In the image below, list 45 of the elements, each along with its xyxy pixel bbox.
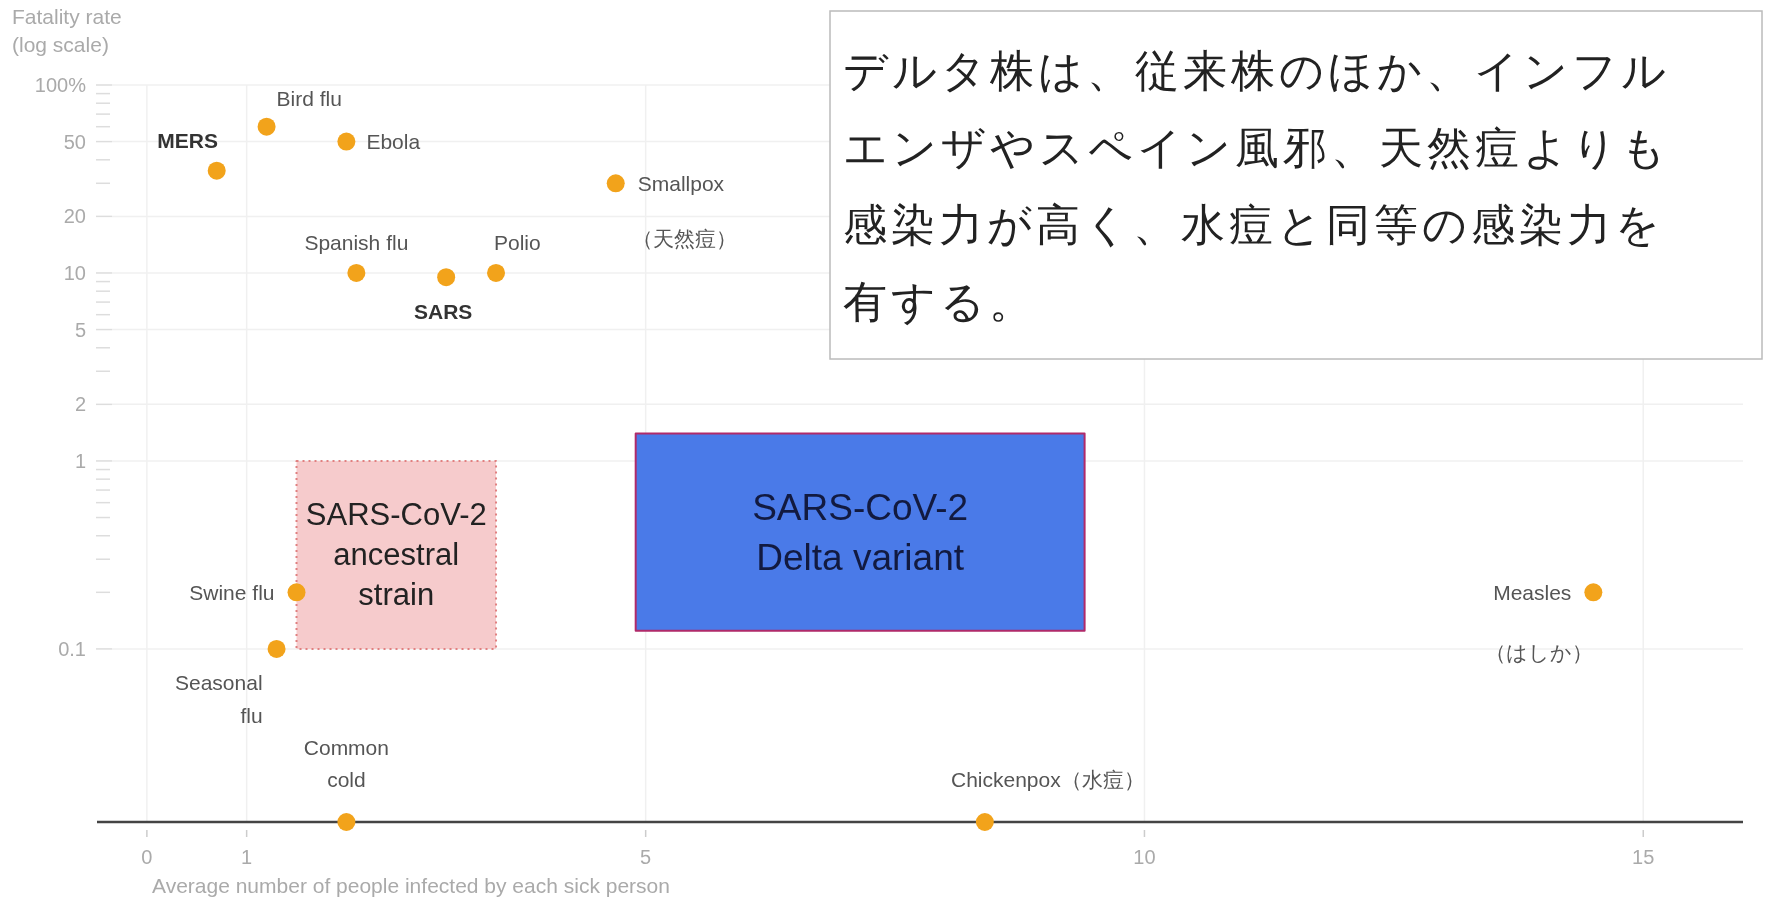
annotation: （天然痘） [631, 226, 737, 250]
annotation: Polio [494, 231, 541, 255]
point [337, 813, 356, 831]
annotation: Common cold [303, 735, 389, 791]
y-tick-label: 10 [63, 261, 86, 284]
annotation: Spanish flu [304, 231, 409, 255]
note-box: デルタ株は、従来株のほか、インフルエンザやスペイン風邪、天然痘よりも感染力が高く、水痘と同等の感染力を有する。 [829, 10, 1763, 360]
point [487, 263, 506, 282]
annotation: Ebola [366, 130, 421, 154]
point [1584, 583, 1603, 602]
point [287, 583, 306, 602]
y-tick-label: 5 [74, 318, 86, 341]
annotation: Swine flu [189, 580, 275, 604]
annotation: MERS [157, 129, 219, 153]
point [606, 174, 625, 193]
x-tick-label: 10 [1133, 846, 1156, 868]
annotation: Seasonal flu [174, 671, 263, 728]
x-axis-title: Average number of people infected by each sick person [152, 874, 670, 897]
y-tick-label: 50 [63, 130, 86, 153]
annotation: Measles [1493, 580, 1572, 604]
annotation: デルタ株は、従来株のほか、インフルエンザやスペイン風邪、天然痘よりも感染力が高く、水痘と同等の感染力を有する。 [843, 44, 1670, 327]
x-tick-label: 15 [1632, 846, 1655, 868]
point [437, 268, 456, 287]
annotation: Bird flu [276, 87, 342, 111]
x-tick-label: 5 [640, 846, 652, 868]
x-tick-label: 0 [141, 846, 153, 868]
point [257, 117, 276, 136]
y-tick-label: 1 [74, 449, 86, 472]
y-tick-label: 100% [34, 74, 87, 96]
point [337, 132, 356, 151]
annotation: SARS [413, 299, 473, 323]
y-tick-label: 2 [74, 393, 86, 416]
series-label: SARS-CoV-2 Delta variant [752, 486, 969, 578]
point [347, 263, 366, 282]
annotation: Smallpox [637, 171, 725, 195]
annotation: Chickenpox（水痘） [950, 767, 1145, 791]
y-tick-label: 20 [63, 205, 86, 228]
annotation: （はしか） [1485, 640, 1594, 664]
series-label: SARS-CoV-2 ancestral strain [305, 497, 487, 613]
point [267, 639, 286, 658]
y-axis-title: Fatality rate (log scale) [12, 5, 122, 56]
y-tick-label: 0.1 [58, 637, 86, 660]
x-tick-label: 1 [241, 846, 253, 868]
point [975, 813, 994, 831]
point [207, 161, 226, 180]
